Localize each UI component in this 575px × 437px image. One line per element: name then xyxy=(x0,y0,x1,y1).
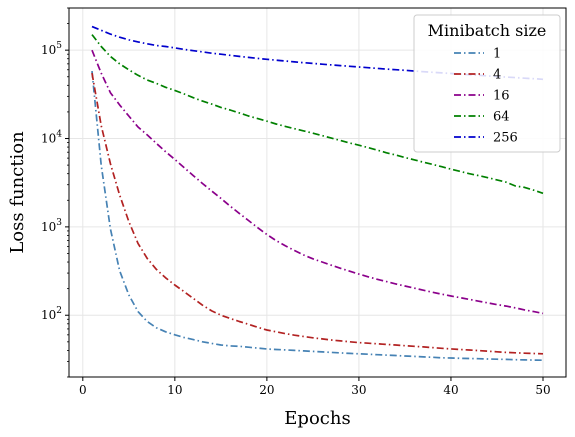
legend-items: 1 4 16 64 256 xyxy=(454,47,518,146)
legend: Minibatch size 1 4 16 64 256 xyxy=(413,14,561,153)
x-tick-label: 10 xyxy=(167,383,182,397)
legend-item-4: 4 xyxy=(454,68,501,83)
legend-label: 4 xyxy=(493,68,501,83)
legend-box xyxy=(413,14,561,153)
legend-label: 1 xyxy=(493,47,501,62)
y-axis-ticks: 102 103 104 105 xyxy=(41,7,69,378)
x-tick-label: 40 xyxy=(443,383,458,397)
legend-label: 64 xyxy=(493,110,510,125)
legend-item-64: 64 xyxy=(454,110,510,125)
plot-frame xyxy=(68,7,567,378)
y-tick-label: 102 xyxy=(41,306,62,322)
legend-label: 256 xyxy=(493,131,518,146)
legend-item-256: 256 xyxy=(454,131,518,146)
x-axis-ticks: 0 10 20 30 40 50 xyxy=(79,377,551,397)
series-line-16 xyxy=(91,49,544,315)
series-line-1 xyxy=(91,71,544,362)
y-tick-label: 103 xyxy=(41,218,62,234)
y-tick-label: 104 xyxy=(41,130,62,146)
legend-title: Minibatch size xyxy=(428,21,547,40)
y-axis-label: Loss function xyxy=(7,131,28,254)
x-tick-label: 0 xyxy=(79,383,87,397)
series-line-4 xyxy=(91,72,544,355)
y-tick-label: 105 xyxy=(41,41,62,57)
legend-item-16: 16 xyxy=(454,89,510,104)
x-tick-label: 50 xyxy=(535,383,550,397)
legend-item-1: 1 xyxy=(454,47,501,62)
series-line-64 xyxy=(91,34,544,195)
x-tick-label: 20 xyxy=(259,383,274,397)
legend-label: 16 xyxy=(493,89,510,104)
x-axis-label: Epochs xyxy=(284,408,350,429)
x-tick-label: 30 xyxy=(351,383,366,397)
